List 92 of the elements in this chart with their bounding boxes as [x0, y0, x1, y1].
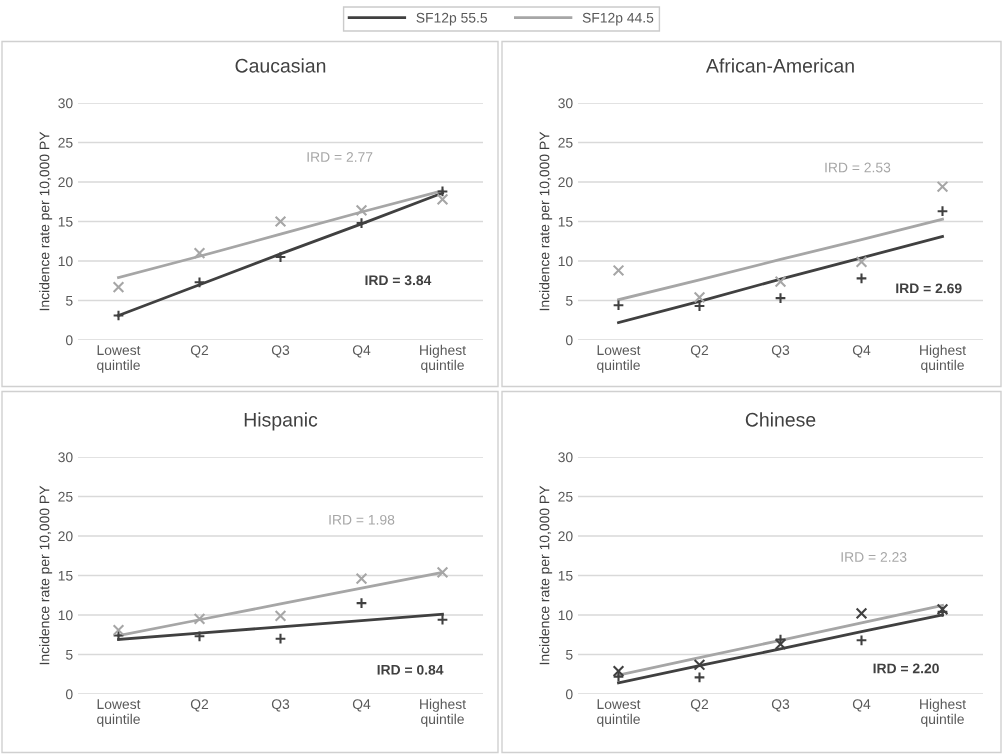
annotation: IRD = 2.69 — [896, 283, 962, 294]
point — [274, 215, 287, 228]
point — [112, 309, 125, 322]
x-tick-label: Q2 — [190, 345, 209, 358]
point — [436, 185, 449, 198]
y-tick-label: 25 — [558, 491, 573, 502]
x-tick-label: Q4 — [352, 699, 371, 712]
y-tick-label: 10 — [558, 610, 573, 621]
x-tick-label: Q3 — [771, 345, 790, 358]
point — [193, 613, 206, 625]
point — [112, 624, 125, 636]
point — [193, 247, 206, 259]
y-tick-label: 30 — [58, 452, 73, 463]
x-tick-label: Highest quintile — [920, 344, 966, 373]
x-tick-label: Lowest quintile — [597, 345, 641, 373]
y-tick-label: 0 — [565, 335, 573, 346]
y-tick-label: 10 — [58, 256, 73, 267]
annotation: IRD = 0.84 — [377, 664, 444, 675]
y-tick-label: 5 — [565, 295, 573, 306]
point — [855, 255, 868, 268]
y-tick-label: 15 — [58, 216, 73, 227]
point — [612, 264, 625, 277]
y-tick-label: 20 — [58, 177, 73, 188]
y-axis-title: Incidence rate per 10,000 PY — [39, 485, 53, 665]
y-tick-label: 30 — [558, 452, 573, 463]
y-axis-title: Incidence rate per 10,000 PY — [539, 485, 553, 665]
y-tick-label: 20 — [58, 531, 73, 542]
line-series — [617, 604, 944, 677]
y-tick-label: 0 — [65, 335, 73, 346]
y-tick-label: 25 — [58, 137, 73, 148]
x-tick-label: Highest quintile — [420, 344, 466, 373]
point — [274, 609, 287, 622]
y-tick-label: 0 — [65, 689, 73, 700]
chart-title: Chinese — [745, 412, 816, 427]
x-tick-label: Lowest quintile — [597, 699, 641, 727]
point — [274, 632, 287, 645]
y-axis-title: Incidence rate per 10,000 PY — [39, 131, 53, 311]
point — [193, 630, 206, 643]
y-tick-label: 20 — [558, 177, 573, 188]
point — [774, 275, 787, 288]
x-tick-label: Q2 — [190, 699, 209, 712]
annotation: IRD = 2.23 — [841, 552, 907, 562]
y-tick-label: 25 — [58, 491, 73, 502]
point — [112, 281, 125, 293]
y-tick-label: 20 — [558, 531, 573, 542]
x-tick-label: Q3 — [771, 699, 790, 712]
annotation: IRD = 3.84 — [365, 275, 432, 286]
x-tick-label: Q4 — [352, 345, 371, 358]
y-tick-label: 0 — [565, 689, 573, 700]
point — [855, 634, 868, 647]
point — [855, 607, 868, 620]
x-tick-label: Highest quintile — [420, 698, 466, 727]
annotation: IRD = 2.53 — [825, 162, 891, 173]
point — [436, 193, 449, 206]
y-tick-label: 30 — [558, 98, 573, 109]
y-tick-label: 25 — [558, 137, 573, 148]
x-tick-label: Q3 — [271, 345, 290, 358]
point — [355, 572, 368, 585]
y-tick-label: 15 — [558, 216, 573, 227]
annotation: IRD = 2.20 — [873, 663, 939, 674]
point — [436, 566, 449, 579]
x-tick-label: Q4 — [852, 345, 871, 358]
y-tick-label: 30 — [58, 98, 73, 109]
x-tick-label: Q2 — [690, 699, 709, 712]
y-tick-label: 5 — [565, 649, 573, 660]
chart-title: Hispanic — [244, 412, 318, 431]
chart-title: African-American — [705, 58, 854, 73]
point — [774, 638, 787, 651]
point — [855, 272, 868, 285]
x-tick-label: Q4 — [852, 699, 871, 712]
y-tick-label: 15 — [558, 570, 573, 581]
y-tick-label: 5 — [65, 295, 73, 306]
legend-label: SF12p 44.5 — [582, 12, 654, 26]
point — [355, 204, 368, 217]
x-tick-label: Lowest quintile — [97, 345, 141, 373]
annotation: IRD = 2.77 — [307, 152, 373, 162]
point — [693, 291, 706, 304]
y-axis-title: Incidence rate per 10,000 PY — [539, 131, 553, 311]
x-tick-label: Q2 — [690, 345, 709, 358]
x-tick-label: Lowest quintile — [97, 699, 141, 727]
y-tick-label: 15 — [58, 570, 73, 581]
chart-title: Caucasian — [235, 58, 326, 73]
y-tick-label: 10 — [58, 610, 73, 621]
point — [693, 671, 706, 684]
y-tick-label: 5 — [65, 649, 73, 660]
x-tick-label: Q3 — [271, 699, 290, 712]
point — [693, 658, 706, 671]
y-tick-label: 10 — [558, 256, 573, 267]
point — [936, 180, 949, 193]
annotation: IRD = 1.98 — [329, 514, 395, 525]
x-tick-label: Highest quintile — [920, 698, 966, 727]
legend-label: SF12p 55.5 — [416, 12, 488, 26]
